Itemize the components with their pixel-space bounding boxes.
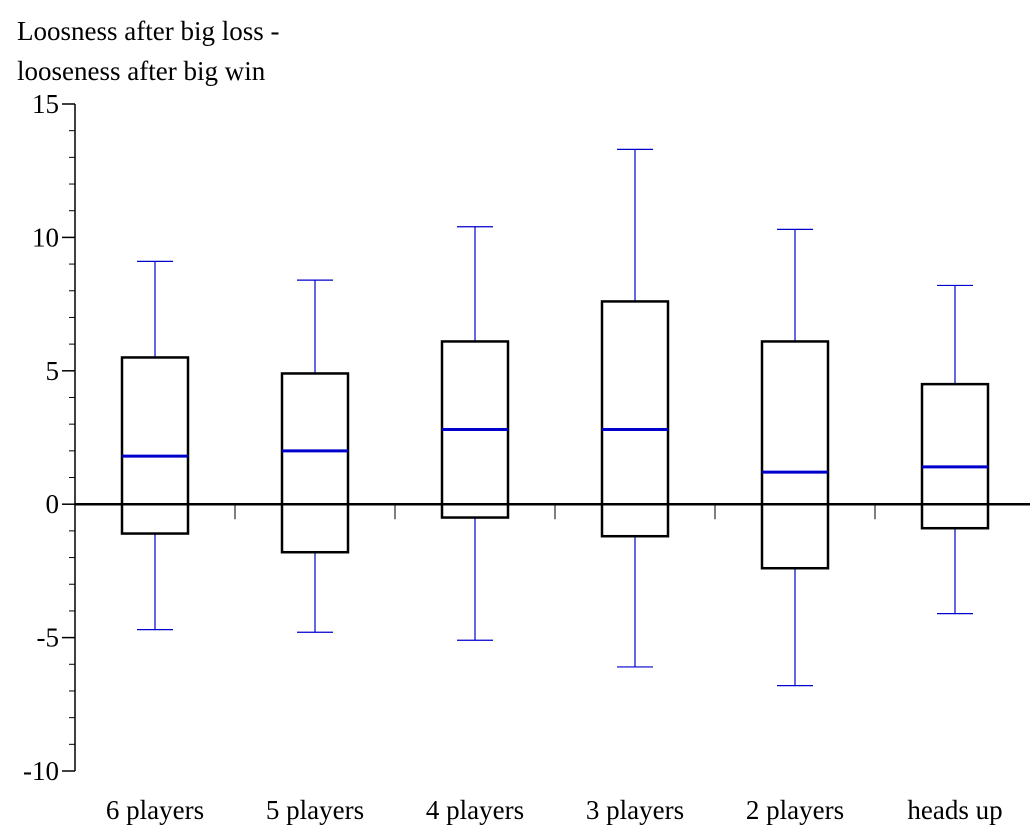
y-tick-label: -5	[37, 623, 60, 653]
y-tick-label: 10	[32, 222, 59, 252]
y-axis-label-line-1: Loosness after big loss -	[17, 16, 279, 46]
box	[920, 382, 990, 530]
box	[120, 356, 190, 535]
boxplot-6	[920, 284, 990, 615]
x-tick-labels: 6 players 5 players 4 players 3 players 2 pl…	[106, 795, 1003, 825]
y-tick-label: 0	[46, 489, 60, 519]
x-tick-label: 2 players	[746, 795, 844, 825]
y-ticks: 15 10 5 0 -5 -10	[23, 89, 876, 786]
y-tick-label: 15	[32, 89, 59, 119]
boxplot-4	[600, 148, 670, 668]
x-tick-label: 3 players	[586, 795, 684, 825]
boxplot-5	[760, 228, 830, 687]
box	[280, 372, 350, 554]
boxplots	[120, 148, 990, 687]
boxplot-2	[280, 279, 350, 633]
y-axis-label: Loosness after big loss - looseness afte…	[17, 16, 279, 86]
x-tick-label: heads up	[907, 795, 1002, 825]
boxplot-3	[440, 226, 510, 641]
box	[760, 340, 830, 570]
boxplot-1	[120, 260, 190, 631]
y-tick-label: -10	[23, 756, 59, 786]
x-tick-label: 6 players	[106, 795, 204, 825]
x-tick-label: 4 players	[426, 795, 524, 825]
x-tick-label: 5 players	[266, 795, 364, 825]
y-axis-label-line-2: looseness after big win	[17, 56, 266, 86]
y-tick-label: 5	[46, 356, 60, 386]
axes	[74, 104, 1030, 771]
box	[600, 300, 670, 538]
